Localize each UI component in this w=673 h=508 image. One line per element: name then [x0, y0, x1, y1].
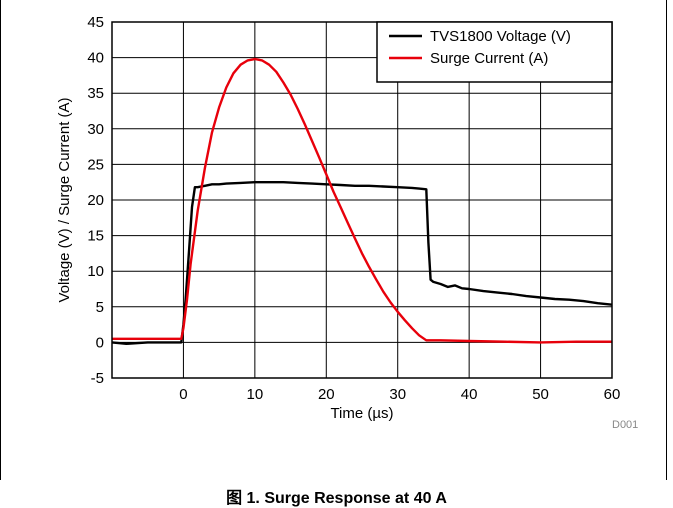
y-tick-label: 15 — [87, 228, 104, 245]
legend: TVS1800 Voltage (V) Surge Current (A) — [376, 21, 613, 83]
x-tick-label: 30 — [389, 386, 406, 403]
y-tick-label: 5 — [96, 299, 104, 316]
series-line-1 — [111, 180, 613, 345]
y-tick-label: 30 — [87, 121, 104, 138]
y-tick-label: 40 — [87, 50, 104, 67]
y-tick-label: 35 — [87, 85, 104, 102]
y-tick-label: 10 — [87, 263, 104, 280]
y-tick-label: 0 — [96, 334, 104, 351]
legend-label: TVS1800 Voltage (V) — [430, 28, 571, 45]
x-tick-label: 20 — [318, 386, 335, 403]
legend-label: Surge Current (A) — [430, 50, 548, 67]
figure-caption: 图 1. Surge Response at 40 A — [226, 490, 447, 507]
figure-border — [0, 0, 667, 480]
y-tick-label: 45 — [87, 14, 104, 31]
y-tick-label: -5 — [91, 370, 104, 387]
chart-svg: -5 0 5 10 15 20 25 30 35 40 45 0 10 20 30 40 50 60 Time … — [0, 0, 667, 480]
x-tick-label: 60 — [604, 386, 621, 403]
x-tick-labels: 0 10 20 30 40 50 60 — [179, 386, 620, 403]
y-tick-label: 25 — [87, 156, 104, 173]
y-tick-labels: -5 0 5 10 15 20 25 30 35 40 45 — [87, 14, 104, 387]
plot-border — [111, 21, 613, 379]
x-tick-label: 50 — [532, 386, 549, 403]
x-tick-label: 40 — [461, 386, 478, 403]
series-layer — [111, 57, 613, 345]
x-tick-label: 10 — [247, 386, 264, 403]
x-tick-label: 0 — [179, 386, 187, 403]
y-axis-label: Voltage (V) / Surge Current (A) — [56, 97, 73, 302]
y-tick-label: 20 — [87, 192, 104, 209]
x-axis-label: Time (µs) — [330, 405, 393, 422]
legend-box — [376, 21, 613, 83]
chart-id-label: D001 — [612, 419, 639, 431]
series-line-2 — [112, 57, 612, 344]
